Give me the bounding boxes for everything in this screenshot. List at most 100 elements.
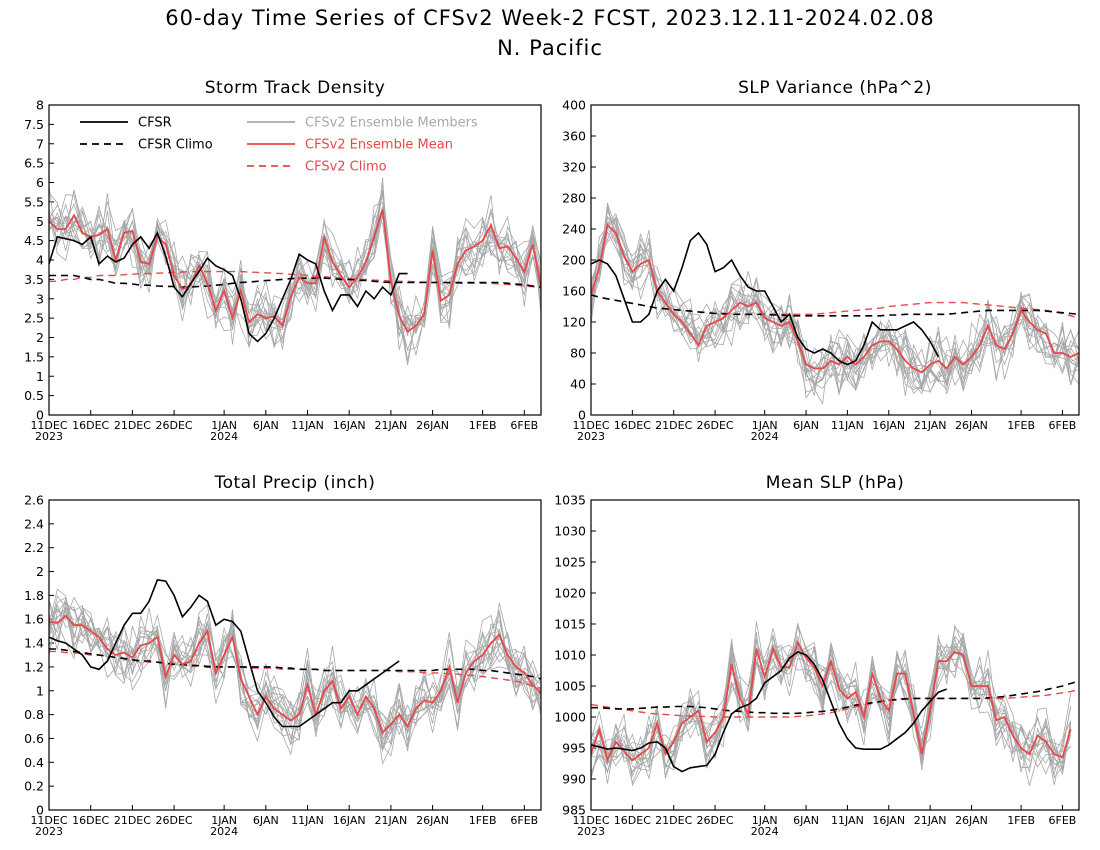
x-tick-label: 26JAN: [955, 419, 988, 432]
y-tick-label: 0: [36, 408, 44, 423]
series-line-cfsv2-climo: [591, 294, 1079, 319]
ensemble-member-line: [49, 615, 541, 752]
x-tick-label: 16DEC: [72, 419, 109, 432]
legend-label: CFSv2 Climo: [305, 160, 387, 175]
y-tick-label: 7.5: [24, 117, 44, 132]
y-tick-label: 1015: [554, 617, 586, 632]
series-line-cfsr: [591, 231, 940, 366]
y-tick-label: 0.5: [24, 388, 44, 403]
panel-title: Mean SLP (hPa): [766, 473, 905, 493]
y-tick-label: 2.6: [24, 493, 44, 508]
ensemble-member-line: [591, 623, 1072, 778]
x-tick-label: 11JAN: [831, 814, 864, 827]
plot-frame: [590, 499, 1080, 811]
ensemble-member-line: [591, 642, 1072, 773]
series-line-cfsv2-ensemble-mean: [591, 223, 1079, 374]
x-tick-label: 16DEC: [614, 419, 651, 432]
y-tick-label: 1.5: [24, 349, 44, 364]
x-tick-label: 6JAN: [793, 419, 819, 432]
x-tick-label: 1JAN: [211, 814, 237, 827]
x-tick-label: 6FEB: [510, 814, 538, 827]
ensemble-member-line: [49, 599, 541, 735]
x-tick-year: 2023: [577, 430, 605, 443]
y-tick-label: 1.8: [24, 588, 44, 603]
x-tick-label: 16DEC: [614, 814, 651, 827]
y-tick-label: 200: [562, 253, 586, 268]
x-tick-label: 16DEC: [72, 814, 109, 827]
y-tick-label: 4.5: [24, 233, 44, 248]
y-tick-label: 400: [562, 98, 586, 113]
x-tick-year: 2024: [751, 825, 779, 838]
y-tick-label: 160: [562, 284, 586, 299]
x-tick-label: 11JAN: [831, 419, 864, 432]
figure-title: 60-day Time Series of CFSv2 Week-2 FCST,…: [165, 6, 935, 30]
y-tick-label: 0.4: [24, 755, 44, 770]
plot-frame: [590, 104, 1080, 416]
y-tick-label: 0: [578, 408, 586, 423]
y-tick-label: 2: [36, 564, 44, 579]
y-tick-label: 5: [36, 214, 44, 229]
panel-title: Storm Track Density: [205, 78, 386, 98]
figure-subtitle: N. Pacific: [497, 36, 603, 60]
y-tick-label: 7: [36, 136, 44, 151]
y-tick-label: 1020: [554, 586, 586, 601]
panel-3: Total Precip (inch) 0 0.2 0.4 0.6 0.8 1 1.2 1.4 1…: [24, 473, 542, 838]
x-tick-label: 21JAN: [374, 419, 407, 432]
x-tick-year: 2023: [35, 430, 63, 443]
x-tick-year: 2024: [751, 430, 779, 443]
x-tick-label: 26JAN: [416, 814, 449, 827]
x-tick-label: 6JAN: [253, 814, 279, 827]
series-line-cfsr-climo: [591, 294, 1079, 317]
y-tick-label: 990: [562, 772, 586, 787]
y-tick-label: 0.6: [24, 731, 44, 746]
x-tick-label: 21DEC: [114, 419, 151, 432]
ensemble-member-line: [591, 205, 1079, 392]
x-tick-year: 2023: [35, 825, 63, 838]
x-tick-label: 11DEC: [572, 419, 609, 432]
y-tick-label: 2.5: [24, 311, 44, 326]
y-tick-label: 40: [570, 377, 586, 392]
x-tick-label: 6FEB: [1049, 419, 1077, 432]
ensemble-member-line: [591, 223, 1079, 396]
x-tick-label: 1JAN: [752, 814, 778, 827]
x-tick-label: 21DEC: [114, 814, 151, 827]
ensemble-member-line: [591, 633, 1072, 784]
x-tick-label: 26JAN: [416, 419, 449, 432]
x-tick-label: 16JAN: [333, 419, 366, 432]
panel-4: Mean SLP (hPa) 985 990 995 1000 1005 1010 1015 1…: [554, 473, 1080, 838]
y-tick-label: 6.5: [24, 156, 44, 171]
x-tick-label: 1JAN: [752, 419, 778, 432]
x-tick-label: 26DEC: [156, 419, 193, 432]
ensemble-member-line: [49, 194, 541, 356]
y-tick-label: 1005: [554, 679, 586, 694]
panel-1: Storm Track Density 0 0.5 1 1.5 2 2.5 3 3.5 4 4.5 5…: [24, 78, 542, 443]
y-tick-label: 1035: [554, 493, 586, 508]
legend-label: CFSR Climo: [138, 138, 213, 153]
ensemble-member-line: [591, 635, 1072, 771]
y-tick-label: 1.2: [24, 659, 44, 674]
y-tick-label: 995: [562, 741, 586, 756]
x-tick-label: 26DEC: [156, 814, 193, 827]
series-line-cfsv2-ensemble-mean: [49, 614, 541, 735]
x-tick-label: 11DEC: [30, 419, 67, 432]
x-tick-label: 6FEB: [510, 419, 538, 432]
y-tick-label: 6: [36, 175, 44, 190]
x-tick-label: 16JAN: [872, 814, 905, 827]
panel-title: Total Precip (inch): [214, 473, 376, 493]
y-tick-label: 360: [562, 129, 586, 144]
x-tick-label: 6FEB: [1049, 814, 1077, 827]
y-tick-label: 0: [36, 803, 44, 818]
y-tick-label: 5.5: [24, 194, 44, 209]
plot-frame: [48, 104, 542, 416]
legend-label: CFSv2 Ensemble Mean: [305, 138, 453, 153]
x-tick-label: 1JAN: [211, 419, 237, 432]
x-tick-label: 26JAN: [955, 814, 988, 827]
y-tick-label: 4: [36, 253, 44, 268]
y-tick-label: 80: [570, 346, 586, 361]
y-tick-label: 1010: [554, 648, 586, 663]
series-line-cfsv2-climo: [49, 650, 541, 690]
series-line-cfsr: [49, 579, 400, 728]
x-tick-label: 1FEB: [469, 419, 497, 432]
series-line-cfsv2-ensemble-mean: [49, 209, 541, 334]
